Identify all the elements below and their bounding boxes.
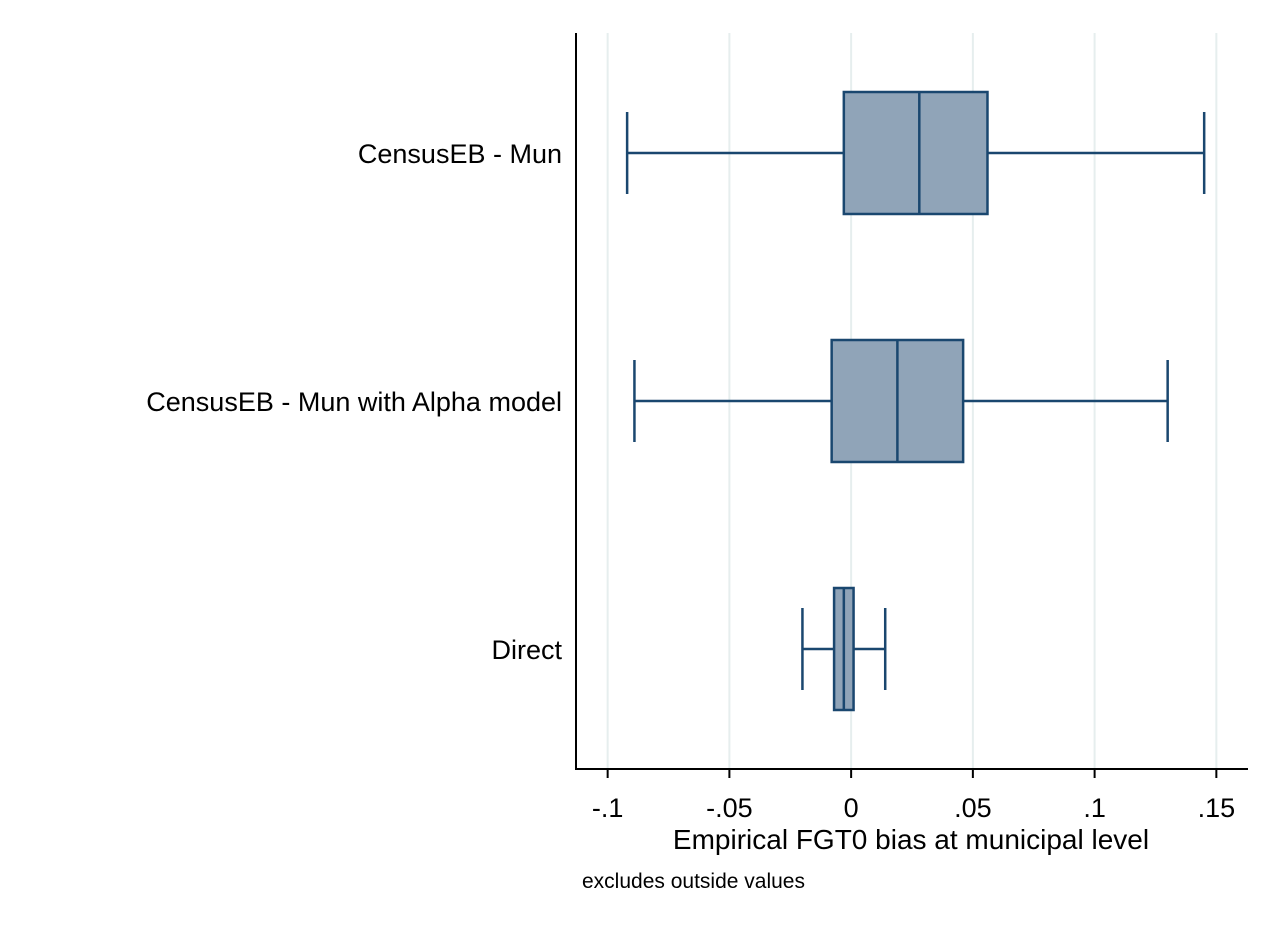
x-axis-title: Empirical FGT0 bias at municipal level [673, 824, 1149, 855]
category-labels: CensusEB - Mun CensusEB - Mun with Alpha … [146, 139, 562, 665]
box-1 [633, 338, 1169, 464]
category-label-2: Direct [491, 635, 562, 665]
x-tick-label-4: .1 [1083, 793, 1106, 823]
x-tick-label-2: 0 [844, 793, 859, 823]
x-tick-label-1: -.05 [706, 793, 753, 823]
axes [575, 33, 1248, 770]
category-label-1: CensusEB - Mun with Alpha model [146, 387, 562, 417]
boxes [625, 90, 1206, 712]
box-0 [625, 90, 1206, 216]
box-2 [801, 586, 887, 712]
x-tick-label-0: -.1 [592, 793, 624, 823]
category-label-0: CensusEB - Mun [358, 139, 562, 169]
chart-note: excludes outside values [582, 870, 805, 893]
x-tick-label-5: .15 [1198, 793, 1236, 823]
x-ticks: -.1 -.05 0 .05 .1 .15 [592, 769, 1235, 823]
box-iqr-0 [842, 90, 989, 216]
x-tick-label-3: .05 [954, 793, 992, 823]
